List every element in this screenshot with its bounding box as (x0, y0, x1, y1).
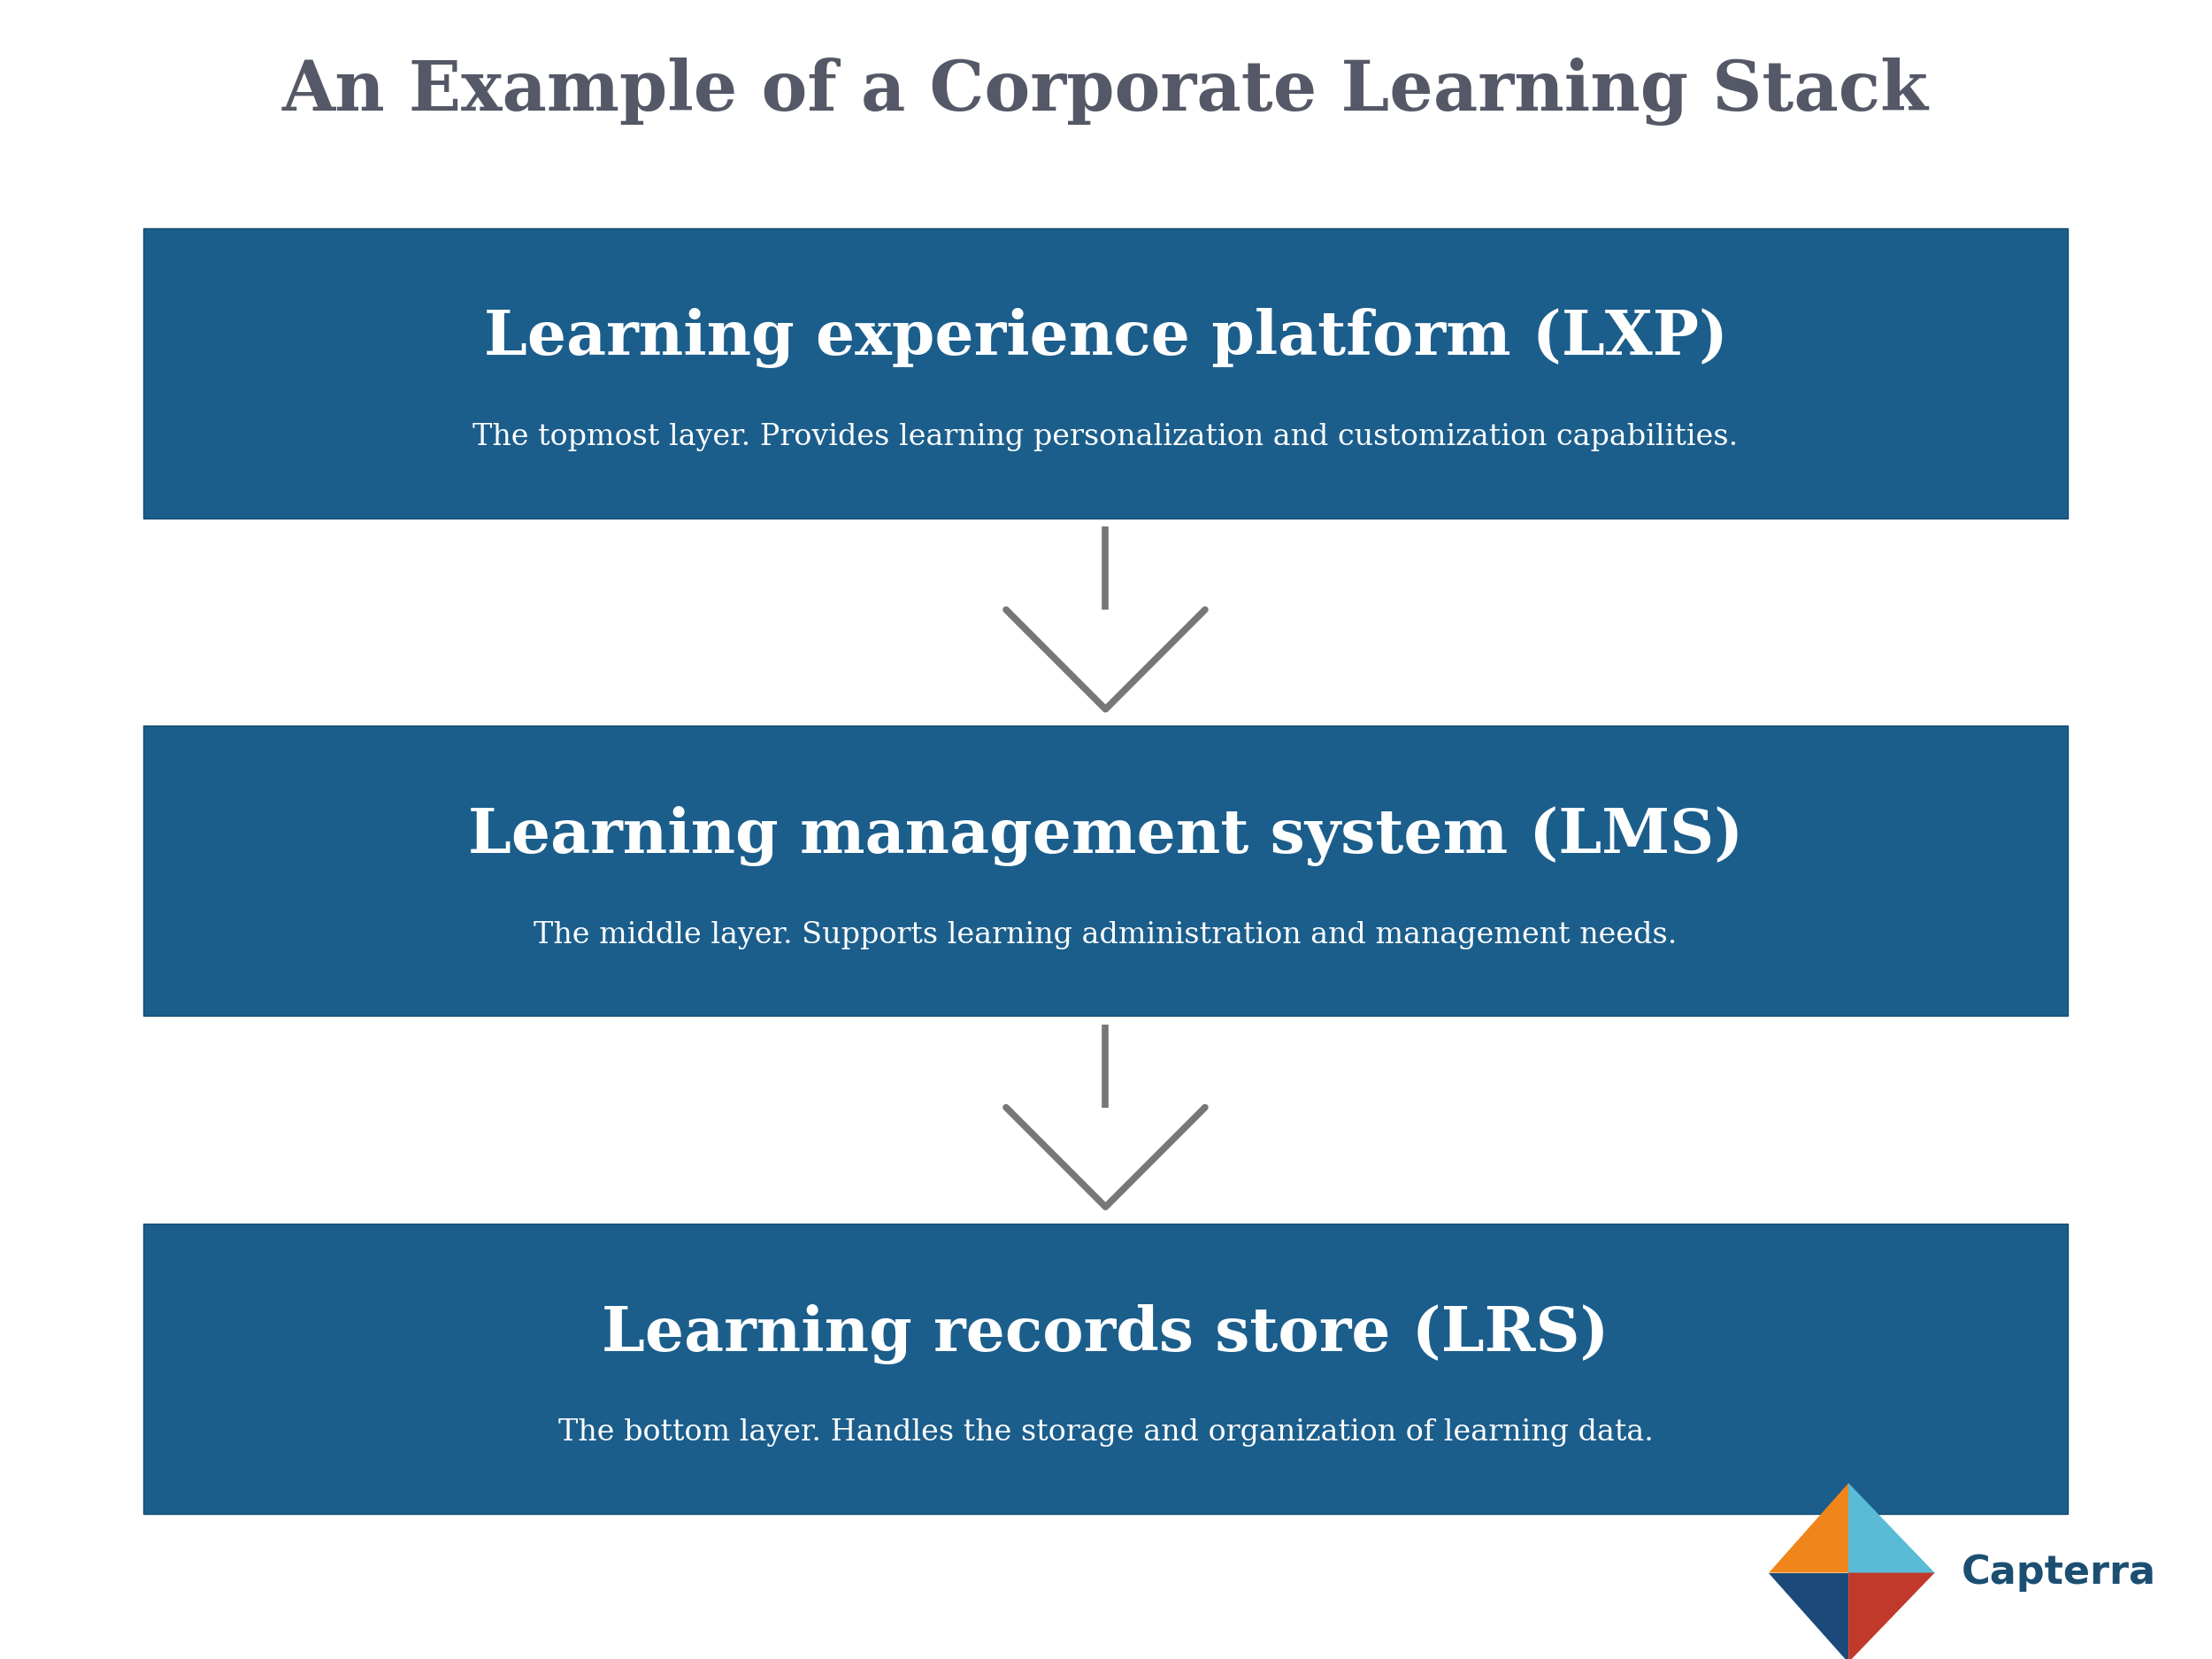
Text: Learning records store (LRS): Learning records store (LRS) (602, 1304, 1608, 1364)
Text: An Example of a Corporate Learning Stack: An Example of a Corporate Learning Stack (283, 56, 1929, 126)
Text: The topmost layer. Provides learning personalization and customization capabilit: The topmost layer. Provides learning per… (473, 423, 1739, 451)
Polygon shape (1849, 1573, 1936, 1659)
Text: The bottom layer. Handles the storage and organization of learning data.: The bottom layer. Handles the storage an… (557, 1418, 1652, 1447)
Polygon shape (1849, 1483, 1936, 1573)
Text: The middle layer. Supports learning administration and management needs.: The middle layer. Supports learning admi… (533, 921, 1677, 949)
Text: Capterra: Capterra (1962, 1554, 2157, 1591)
FancyBboxPatch shape (144, 227, 2068, 518)
Text: Learning management system (LMS): Learning management system (LMS) (469, 806, 1743, 866)
Polygon shape (1770, 1573, 1849, 1659)
FancyBboxPatch shape (144, 727, 2068, 1015)
Text: Learning experience platform (LXP): Learning experience platform (LXP) (484, 309, 1728, 368)
FancyBboxPatch shape (144, 1224, 2068, 1513)
Polygon shape (1770, 1483, 1849, 1573)
